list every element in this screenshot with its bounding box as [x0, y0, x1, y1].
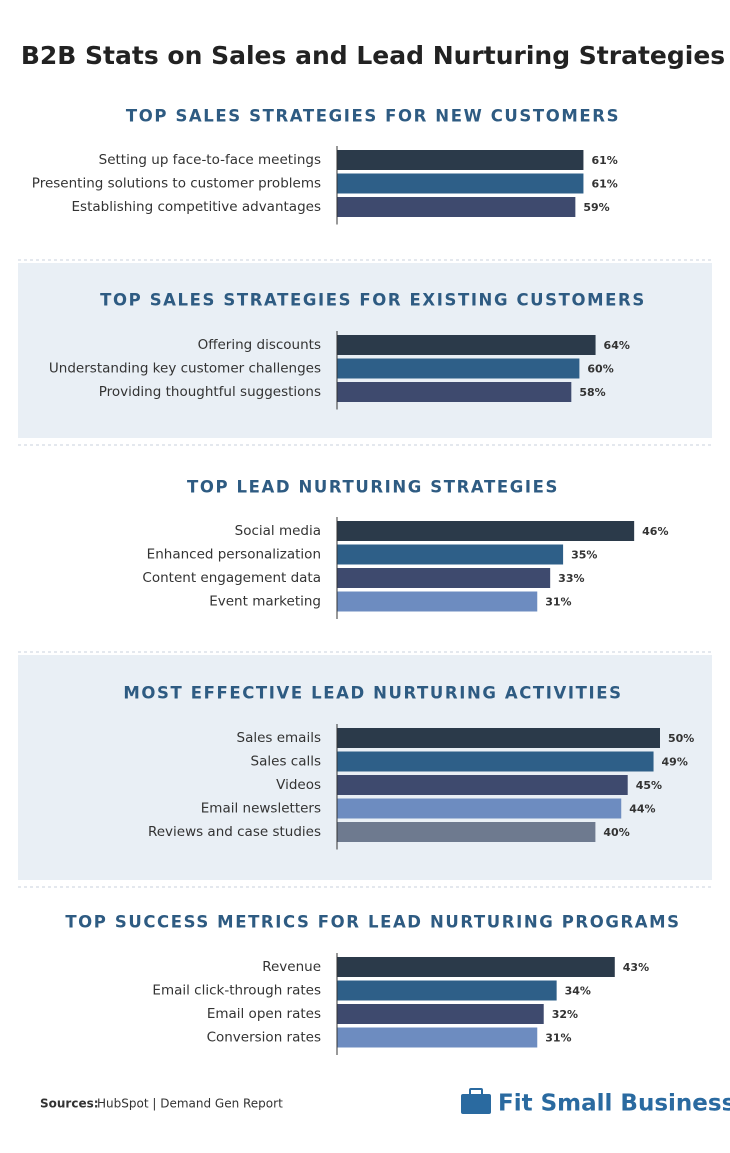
value-label: 35%: [571, 549, 597, 562]
category-label: Establishing competitive advantages: [72, 199, 321, 215]
logo-icon: [461, 1088, 491, 1114]
bar: [337, 591, 538, 612]
bar: [337, 798, 622, 819]
value-label: 61%: [591, 178, 617, 191]
category-label: Offering discounts: [198, 337, 321, 353]
category-label: Email click-through rates: [152, 983, 321, 999]
bar: [337, 521, 635, 541]
value-label: 59%: [583, 201, 609, 214]
value-label: 31%: [545, 1032, 571, 1045]
bar: [337, 568, 551, 588]
category-label: Sales emails: [237, 730, 322, 746]
value-label: 60%: [587, 363, 613, 376]
category-label: Videos: [276, 777, 321, 793]
category-label: Conversion rates: [207, 1030, 321, 1046]
category-label: Providing thoughtful suggestions: [99, 384, 321, 400]
category-label: Setting up face-to-face meetings: [99, 152, 321, 168]
value-label: 32%: [552, 1008, 578, 1021]
section-title: TOP SALES STRATEGIES FOR NEW CUSTOMERS: [126, 107, 620, 126]
value-label: 45%: [636, 779, 662, 792]
bar: [337, 1027, 538, 1048]
bar: [337, 358, 580, 379]
value-label: 64%: [604, 339, 630, 352]
bar: [337, 957, 615, 977]
category-label: Social media: [235, 523, 321, 539]
category-label: Content engagement data: [142, 570, 321, 586]
bar: [337, 150, 584, 170]
value-label: 31%: [545, 596, 571, 609]
section-title: TOP SALES STRATEGIES FOR EXISTING CUSTOM…: [100, 291, 646, 310]
value-label: 43%: [623, 961, 649, 974]
value-label: 49%: [662, 756, 688, 769]
bar: [337, 728, 660, 748]
category-label: Understanding key customer challenges: [49, 361, 321, 377]
category-label: Enhanced personalization: [147, 547, 321, 563]
sources-text: HubSpot | Demand Gen Report: [97, 1097, 283, 1111]
value-label: 50%: [668, 732, 694, 745]
separators: [18, 259, 712, 888]
section-title: MOST EFFECTIVE LEAD NURTURING ACTIVITIES: [123, 684, 622, 703]
bar: [337, 980, 557, 1001]
value-label: 46%: [642, 525, 668, 538]
page-title: B2B Stats on Sales and Lead Nurturing St…: [21, 41, 725, 70]
value-label: 40%: [603, 826, 629, 839]
bar: [337, 382, 572, 402]
category-label: Presenting solutions to customer problem…: [32, 176, 321, 192]
bar: [337, 197, 576, 217]
bar: [337, 173, 584, 194]
sources-label: Sources:: [40, 1097, 99, 1111]
category-label: Email open rates: [207, 1006, 321, 1022]
bar: [337, 1004, 544, 1024]
bar: [337, 751, 654, 772]
value-label: 33%: [558, 572, 584, 585]
value-label: 34%: [565, 985, 591, 998]
category-label: Sales calls: [251, 754, 321, 770]
value-label: 61%: [591, 154, 617, 167]
section-title: TOP LEAD NURTURING STRATEGIES: [187, 478, 559, 497]
bar: [337, 822, 596, 842]
bar: [337, 544, 564, 565]
category-label: Email newsletters: [201, 801, 321, 817]
category-label: Revenue: [262, 959, 321, 975]
value-label: 58%: [579, 386, 605, 399]
category-label: Reviews and case studies: [148, 824, 321, 840]
category-label: Event marketing: [209, 594, 321, 610]
logo-text: Fit Small Business: [498, 1091, 730, 1117]
section-title: TOP SUCCESS METRICS FOR LEAD NURTURING P…: [65, 913, 680, 932]
value-label: 44%: [629, 803, 655, 816]
bar: [337, 335, 596, 355]
bar: [337, 775, 628, 795]
